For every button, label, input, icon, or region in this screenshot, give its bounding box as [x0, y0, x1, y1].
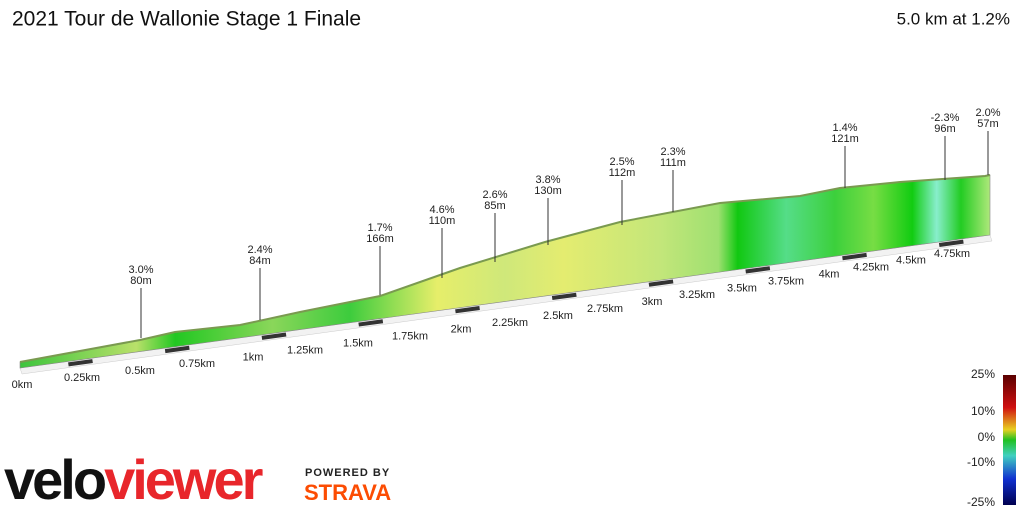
legend-label: -10% — [967, 455, 995, 469]
distance-label: 3.5km — [727, 282, 757, 294]
annotation-grade: 2.4% — [247, 244, 272, 256]
annotation-length: 80m — [130, 275, 151, 287]
distance-label: 1.75km — [392, 331, 428, 343]
annotation-grade: 4.6% — [429, 204, 454, 216]
annotation-length: 112m — [609, 167, 636, 179]
title: 2021 Tour de Wallonie Stage 1 Finale — [12, 8, 361, 31]
annotation-grade: 3.8% — [535, 174, 560, 186]
distance-dash — [164, 345, 190, 354]
powered-by: POWERED BY — [305, 467, 390, 479]
distance-dash — [745, 266, 771, 274]
distance-label: 1.25km — [287, 344, 323, 356]
annotation-grade: 2.0% — [975, 107, 1000, 119]
distance-dash — [358, 319, 384, 327]
legend: 25% 10% 0% -10% -25% — [967, 367, 995, 509]
annotation-length: 121m — [831, 133, 859, 145]
distance-dash — [455, 306, 480, 314]
annotation-length: 166m — [366, 233, 394, 245]
distance-label: 1.5km — [343, 338, 373, 350]
logo-velo: velo — [4, 448, 106, 511]
distance-dash — [938, 239, 964, 247]
distance-label: 4km — [819, 269, 840, 281]
logo-viewer: viewer — [104, 448, 263, 511]
annotation-length: 110m — [429, 215, 456, 227]
distance-label: 3km — [642, 296, 663, 308]
profile-ridge — [19, 174, 991, 363]
annotation-grade: 2.5% — [609, 156, 634, 168]
annotation-grade: 1.4% — [832, 122, 857, 134]
annotation-grade: -2.3% — [931, 112, 960, 124]
distance-label: 0.5km — [125, 365, 155, 377]
distance-label: 0.75km — [179, 358, 215, 370]
distance-label: 1km — [243, 351, 264, 363]
legend-label: 25% — [971, 367, 995, 381]
distance-label: 4.25km — [853, 262, 889, 274]
summary: 5.0 km at 1.2% — [897, 9, 1010, 28]
annotation-grade: 2.6% — [482, 189, 507, 201]
strava: STRAVA — [304, 480, 391, 505]
logo: veloviewer — [4, 448, 263, 511]
distance-label: 2km — [451, 324, 472, 336]
distance-label: 0.25km — [64, 372, 100, 384]
distance-label: 3.75km — [768, 275, 804, 287]
annotation-length: 57m — [977, 118, 998, 130]
distance-label: 4.5km — [896, 255, 926, 267]
legend-label: -25% — [967, 495, 995, 509]
distance-dashes — [68, 239, 964, 367]
annotation-grade: 2.3% — [660, 146, 685, 158]
annotation-grade: 3.0% — [128, 264, 153, 276]
distance-label: 2.25km — [492, 317, 528, 329]
legend-label: 0% — [978, 430, 996, 444]
distance-dash — [261, 332, 287, 340]
annotation-length: 111m — [660, 157, 686, 169]
distance-label: 0km — [12, 379, 33, 391]
distance-dash — [648, 279, 674, 287]
legend-label: 10% — [971, 404, 995, 418]
annotation-length: 84m — [249, 255, 270, 267]
annotation-length: 85m — [484, 200, 505, 212]
distance-dash — [551, 292, 577, 301]
distance-dash — [68, 359, 93, 367]
distance-label: 3.25km — [679, 289, 715, 301]
annotation-length: 96m — [934, 123, 955, 135]
distance-label: 2.5km — [543, 310, 573, 322]
annotations: 3.0%80m 2.4%84m 1.7%166m 4.6%110m 2.6%85m 3.8… — [128, 107, 1001, 338]
distance-label: 4.75km — [934, 248, 970, 260]
distance-labels: 0km 0.25km 0.5km 0.75km 1km 1.25km 1.5km 1.75km… — [12, 248, 970, 391]
legend-colorbar — [1003, 375, 1016, 505]
distance-label: 2.75km — [587, 303, 623, 315]
annotation-grade: 1.7% — [367, 222, 392, 234]
annotation-length: 130m — [534, 185, 562, 197]
distance-dash — [842, 252, 867, 261]
